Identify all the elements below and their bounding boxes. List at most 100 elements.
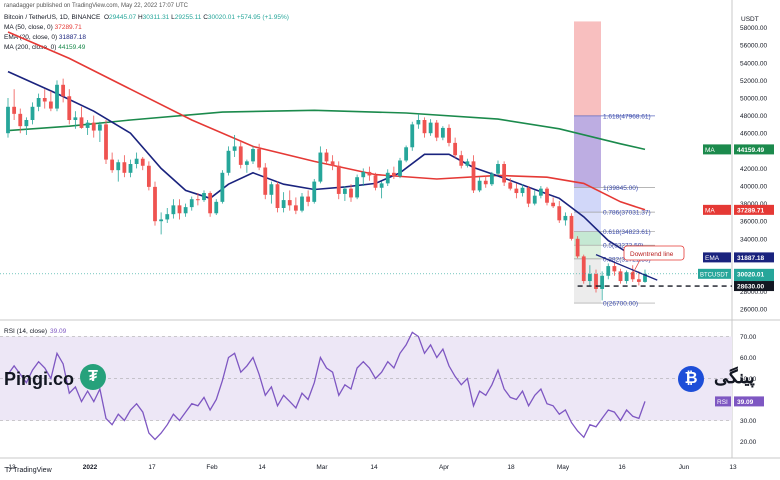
candle-body[interactable] (318, 152, 323, 182)
candle-body[interactable] (300, 196, 304, 211)
candle-body[interactable] (73, 117, 78, 120)
candle-body[interactable] (404, 147, 409, 161)
candle-body[interactable] (532, 195, 537, 204)
candle-body[interactable] (526, 187, 531, 204)
legend-ma50[interactable]: MA (50, close, 0) 37289.71 (4, 24, 82, 31)
candle-body[interactable] (483, 180, 488, 185)
candle-body[interactable] (422, 120, 427, 134)
candle-body[interactable] (575, 238, 580, 257)
candle-body[interactable] (398, 160, 402, 177)
candle-body[interactable] (91, 122, 96, 131)
candle-body[interactable] (208, 193, 213, 214)
candle-body[interactable] (177, 205, 182, 214)
candle-body[interactable] (257, 149, 262, 168)
rsi-line[interactable] (7, 331, 646, 441)
candle-body[interactable] (643, 273, 647, 282)
candle-body[interactable] (195, 199, 200, 201)
candle-body[interactable] (612, 266, 617, 272)
candle-body[interactable] (214, 201, 219, 214)
candle-body[interactable] (153, 186, 157, 222)
candle-body[interactable] (55, 84, 59, 109)
candle-body[interactable] (202, 193, 206, 201)
candle-body[interactable] (502, 164, 507, 183)
candle-body[interactable] (85, 122, 90, 128)
candle-body[interactable] (251, 149, 255, 162)
candle-body[interactable] (287, 200, 292, 206)
candle-body[interactable] (545, 188, 549, 203)
candle-body[interactable] (385, 172, 390, 184)
candle-body[interactable] (42, 98, 47, 102)
symbol-name[interactable]: Bitcoin / TetherUS, 1D, BINANCE (4, 14, 101, 21)
candle-body[interactable] (122, 162, 127, 173)
candle-body[interactable] (128, 164, 133, 173)
candle-body[interactable] (606, 266, 611, 276)
candle-body[interactable] (557, 206, 562, 221)
annotation-box[interactable] (623, 245, 685, 261)
candle-body[interactable] (244, 161, 249, 165)
candle-body[interactable] (630, 272, 635, 280)
candle-body[interactable] (355, 177, 360, 198)
candle-body[interactable] (416, 120, 421, 125)
candle-body[interactable] (410, 124, 415, 148)
candle-body[interactable] (618, 271, 623, 282)
candle-body[interactable] (171, 205, 176, 215)
tradingview-logo[interactable]: ⊤⁄ TradingView (4, 466, 52, 474)
candle-body[interactable] (594, 274, 598, 289)
candle-body[interactable] (104, 124, 108, 160)
candle-body[interactable] (349, 188, 353, 198)
candle-body[interactable] (600, 275, 605, 289)
candle-body[interactable] (30, 106, 35, 120)
candle-body[interactable] (165, 214, 170, 220)
candle-body[interactable] (434, 122, 439, 138)
candle-body[interactable] (624, 272, 629, 282)
candle-body[interactable] (269, 184, 274, 195)
candle-body[interactable] (61, 84, 66, 97)
candle-body[interactable] (391, 172, 396, 177)
candle-body[interactable] (465, 161, 470, 166)
candle-body[interactable] (489, 173, 494, 185)
candle-body[interactable] (471, 161, 476, 191)
candle-body[interactable] (330, 161, 335, 166)
candle-body[interactable] (508, 182, 513, 189)
candle-body[interactable] (293, 205, 298, 211)
candle-body[interactable] (116, 162, 121, 171)
legend-ma200[interactable]: MA (200, close, 0) 44159.49 (4, 44, 85, 51)
candle-body[interactable] (342, 188, 347, 194)
candle-body[interactable] (306, 196, 311, 202)
candle-body[interactable] (440, 127, 445, 138)
candle-body[interactable] (459, 155, 464, 166)
candle-body[interactable] (6, 106, 10, 134)
candle-body[interactable] (324, 152, 329, 162)
candle-body[interactable] (428, 122, 433, 134)
candle-body[interactable] (183, 207, 188, 214)
legend-ema20[interactable]: EMA (20, close, 0) 31887.18 (4, 34, 86, 41)
candle-body[interactable] (226, 150, 231, 173)
candle-body[interactable] (551, 202, 556, 207)
candle-body[interactable] (312, 181, 317, 202)
candle-body[interactable] (159, 219, 164, 222)
candle-body[interactable] (520, 187, 525, 194)
candle-body[interactable] (48, 101, 53, 109)
candle-body[interactable] (146, 165, 151, 187)
candle-body[interactable] (238, 146, 243, 165)
candle-body[interactable] (367, 171, 372, 176)
candle-body[interactable] (496, 164, 500, 174)
candle-body[interactable] (232, 146, 237, 151)
candle-body[interactable] (79, 117, 84, 128)
candle-body[interactable] (97, 124, 102, 131)
candle-body[interactable] (373, 175, 378, 188)
candle-body[interactable] (12, 106, 17, 114)
candle-body[interactable] (514, 188, 519, 194)
candle-body[interactable] (110, 159, 115, 171)
candle-body[interactable] (453, 142, 458, 156)
candle-body[interactable] (379, 183, 384, 188)
candle-body[interactable] (587, 274, 592, 282)
candle-body[interactable] (447, 127, 451, 143)
downtrend-line[interactable] (595, 254, 658, 281)
candle-body[interactable] (189, 199, 194, 208)
candle-body[interactable] (477, 180, 482, 191)
candle-body[interactable] (581, 256, 586, 282)
candle-body[interactable] (24, 120, 29, 127)
candle-body[interactable] (281, 200, 286, 208)
